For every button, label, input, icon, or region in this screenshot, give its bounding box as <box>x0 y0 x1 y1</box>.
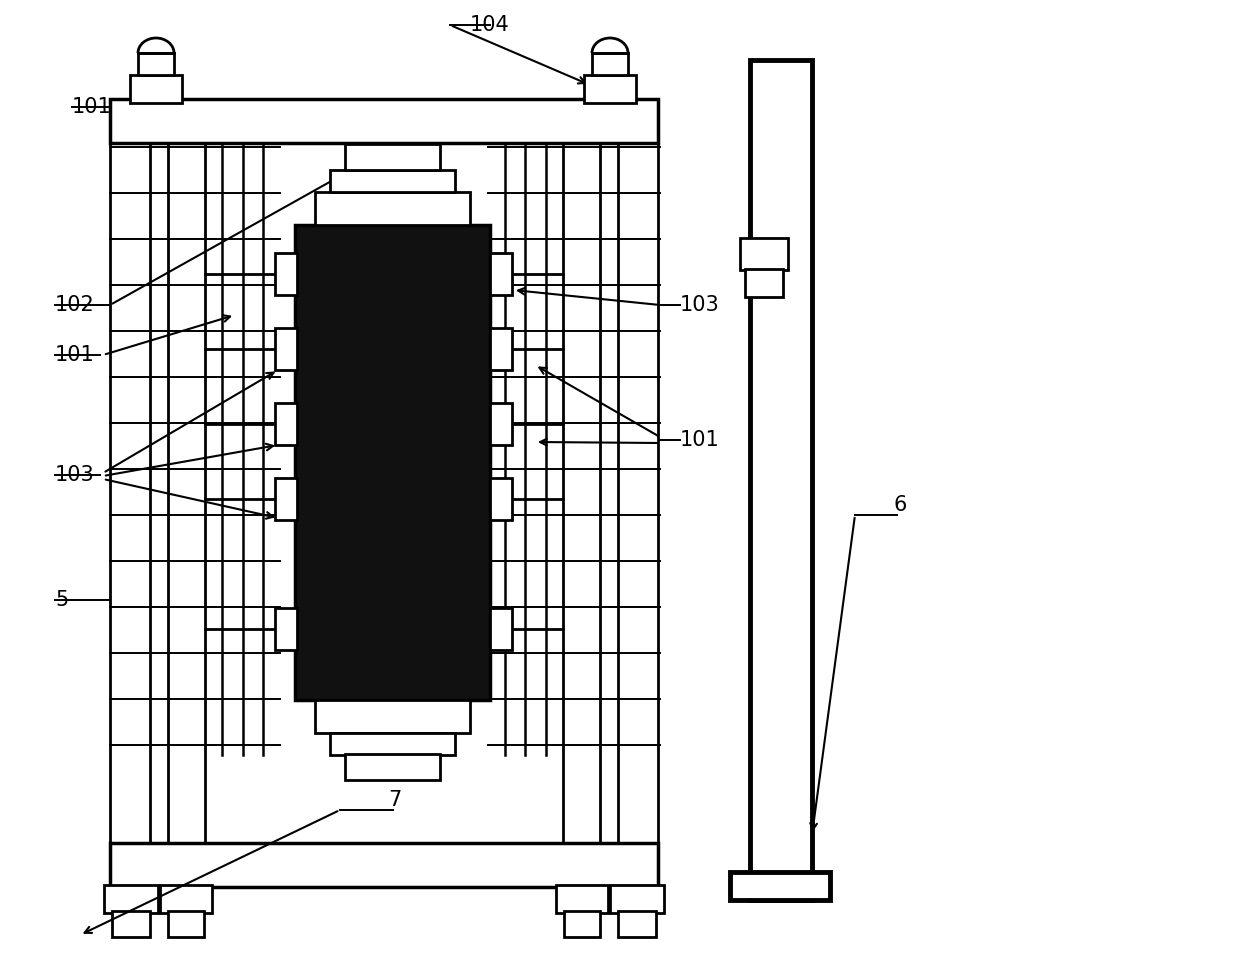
Bar <box>275 403 298 445</box>
Text: 101: 101 <box>680 430 719 450</box>
Bar <box>110 143 150 845</box>
Text: 103: 103 <box>680 295 719 315</box>
Bar <box>490 253 512 295</box>
Bar <box>295 225 490 700</box>
Bar <box>563 143 600 845</box>
Bar <box>275 478 298 520</box>
Bar <box>345 754 440 780</box>
Bar <box>138 53 174 75</box>
Text: 102: 102 <box>55 295 94 315</box>
Bar <box>275 608 298 650</box>
Bar <box>315 700 470 733</box>
Bar <box>167 143 205 845</box>
Bar <box>110 843 658 887</box>
Bar <box>345 144 440 170</box>
Bar <box>275 328 298 370</box>
Bar <box>745 269 782 297</box>
Bar <box>584 75 636 103</box>
Text: 5: 5 <box>55 590 68 610</box>
Bar <box>556 885 608 913</box>
Text: 103: 103 <box>55 465 94 485</box>
Bar <box>315 192 470 225</box>
Bar <box>330 733 455 755</box>
Bar <box>110 99 658 143</box>
Bar <box>167 911 205 937</box>
Bar <box>160 885 212 913</box>
Text: 6: 6 <box>893 495 906 515</box>
Bar <box>618 911 656 937</box>
Bar <box>130 75 182 103</box>
Text: 101: 101 <box>72 97 112 117</box>
Bar <box>104 885 157 913</box>
Text: 7: 7 <box>388 790 402 810</box>
Bar <box>591 53 627 75</box>
Bar <box>490 403 512 445</box>
Bar <box>564 911 600 937</box>
Text: 104: 104 <box>470 15 510 35</box>
Bar <box>750 60 812 900</box>
Bar <box>490 478 512 520</box>
Bar <box>618 143 658 845</box>
Bar <box>330 170 455 192</box>
Bar <box>490 328 512 370</box>
Bar <box>275 253 298 295</box>
Bar <box>740 238 787 270</box>
Bar <box>490 608 512 650</box>
Bar <box>730 872 830 900</box>
Text: 101: 101 <box>55 345 94 365</box>
Bar <box>112 911 150 937</box>
Bar <box>610 885 663 913</box>
